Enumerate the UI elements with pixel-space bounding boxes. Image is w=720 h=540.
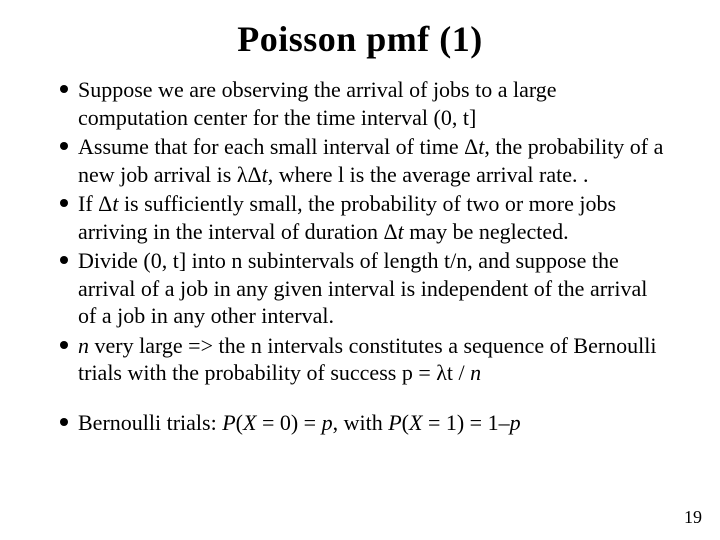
bullet-icon xyxy=(50,409,78,426)
bullet-icon xyxy=(50,133,78,150)
slide-title: Poisson pmf (1) xyxy=(40,18,680,60)
bullet-text: Divide (0, t] into n subintervals of len… xyxy=(78,247,670,330)
list-item: Divide (0, t] into n subintervals of len… xyxy=(50,247,670,330)
page-number: 19 xyxy=(684,507,702,528)
list-item: n very large => the n intervals constitu… xyxy=(50,332,670,387)
slide: Poisson pmf (1) Suppose we are observing… xyxy=(0,0,720,540)
bullet-text: Bernoulli trials: P(X = 0) = p, with P(X… xyxy=(78,409,670,437)
bullet-icon xyxy=(50,332,78,349)
bullet-text: Assume that for each small interval of t… xyxy=(78,133,670,188)
bullet-text: n very large => the n intervals constitu… xyxy=(78,332,670,387)
bullet-icon xyxy=(50,247,78,264)
bullet-icon xyxy=(50,76,78,93)
list-item: Assume that for each small interval of t… xyxy=(50,133,670,188)
bullet-text: Suppose we are observing the arrival of … xyxy=(78,76,670,131)
list-item: Bernoulli trials: P(X = 0) = p, with P(X… xyxy=(50,409,670,437)
bullet-text: If Δt is sufficiently small, the probabi… xyxy=(78,190,670,245)
bullet-list: Suppose we are observing the arrival of … xyxy=(40,76,680,436)
list-item: Suppose we are observing the arrival of … xyxy=(50,76,670,131)
list-item: If Δt is sufficiently small, the probabi… xyxy=(50,190,670,245)
bullet-icon xyxy=(50,190,78,207)
